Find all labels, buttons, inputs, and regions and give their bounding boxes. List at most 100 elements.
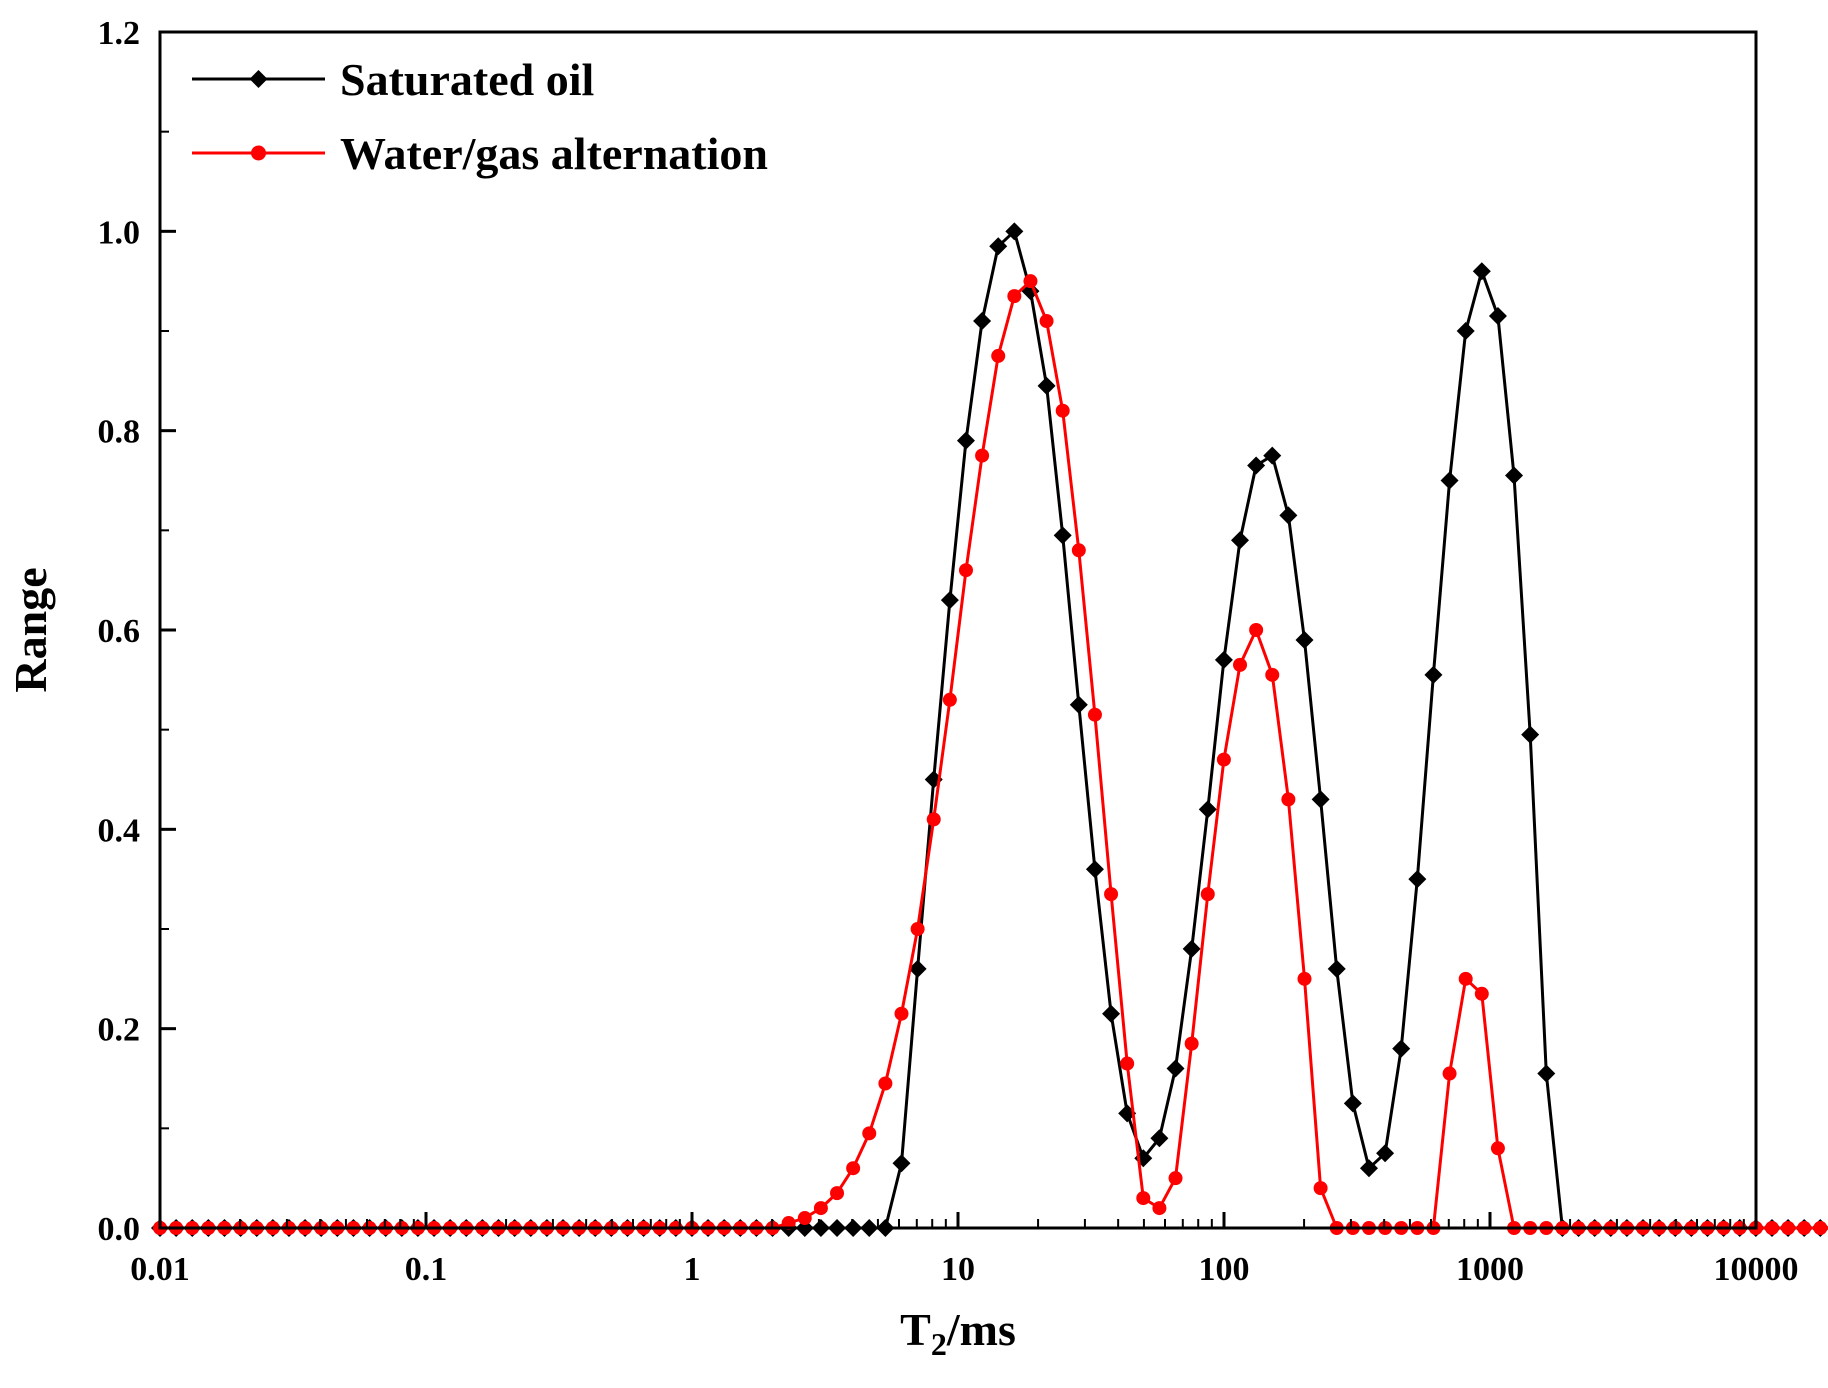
- data-point-water-gas-alternation: [991, 348, 1006, 363]
- data-point-water-gas-alternation: [1071, 543, 1086, 558]
- y-tick-label: 0.0: [98, 1211, 141, 1248]
- data-point-water-gas-alternation: [1281, 792, 1296, 807]
- data-point-water-gas-alternation: [1120, 1056, 1135, 1071]
- x-tick-label: 1: [684, 1251, 701, 1288]
- data-point-water-gas-alternation: [942, 692, 957, 707]
- data-point-water-gas-alternation: [1781, 1221, 1796, 1235]
- data-point-water-gas-alternation: [1297, 971, 1312, 986]
- data-point-water-gas-alternation: [813, 1201, 828, 1216]
- data-point-water-gas-alternation: [1797, 1221, 1812, 1235]
- data-point-water-gas-alternation: [1104, 887, 1119, 902]
- y-tick-label: 0.8: [98, 414, 141, 451]
- data-point-water-gas-alternation: [1168, 1171, 1183, 1186]
- data-point-saturated-oil: [1440, 471, 1459, 490]
- data-point-saturated-oil: [892, 1154, 911, 1173]
- x-axis-title-rest: /ms: [946, 1304, 1016, 1355]
- legend-label-water-gas-alternation: Water/gas alternation: [340, 128, 768, 179]
- data-point-water-gas-alternation: [1023, 274, 1038, 289]
- data-point-water-gas-alternation: [1474, 986, 1489, 1001]
- data-point-saturated-oil: [1311, 790, 1330, 809]
- data-point-saturated-oil: [1456, 322, 1475, 340]
- data-point-saturated-oil: [1069, 695, 1088, 714]
- data-point-saturated-oil: [1327, 959, 1346, 978]
- data-point-water-gas-alternation: [846, 1161, 861, 1176]
- data-point-saturated-oil: [1053, 526, 1072, 545]
- x-tick-label: 0.01: [130, 1251, 190, 1288]
- data-point-water-gas-alternation: [1136, 1191, 1151, 1206]
- data-point-saturated-oil: [1150, 1129, 1169, 1148]
- data-point-saturated-oil: [1166, 1059, 1185, 1078]
- data-point-water-gas-alternation: [862, 1126, 877, 1141]
- data-point-saturated-oil: [1005, 222, 1024, 241]
- data-point-water-gas-alternation: [1442, 1066, 1457, 1081]
- data-point-water-gas-alternation: [1813, 1221, 1828, 1235]
- data-point-water-gas-alternation: [1764, 1221, 1779, 1235]
- legend-marker-saturated-oil: [249, 70, 268, 88]
- data-point-saturated-oil: [1231, 531, 1250, 550]
- x-tick-label: 0.1: [405, 1251, 448, 1288]
- y-tick-label: 0.2: [98, 1012, 141, 1049]
- data-point-saturated-oil: [1102, 1004, 1121, 1023]
- data-point-saturated-oil: [1488, 307, 1507, 326]
- axes-layer: 0.01 0.1 1 10 100 1000 10000 0.0 0.2 0.4 0.6 0.8 1.0…: [98, 15, 1799, 1288]
- data-point-water-gas-alternation: [1055, 403, 1070, 418]
- data-point-saturated-oil: [1424, 665, 1443, 684]
- data-point-saturated-oil: [1085, 860, 1104, 879]
- y-tick-label: 0.4: [98, 812, 141, 849]
- data-point-saturated-oil: [973, 312, 992, 331]
- data-point-saturated-oil: [1263, 446, 1282, 465]
- x-axis-title-main: T: [900, 1304, 931, 1355]
- y-axis-title: Range: [5, 567, 56, 692]
- data-point-saturated-oil: [1279, 506, 1298, 525]
- data-point-water-gas-alternation: [1313, 1181, 1328, 1196]
- data-point-water-gas-alternation: [958, 563, 973, 578]
- data-point-saturated-oil: [908, 959, 927, 978]
- data-point-saturated-oil: [1472, 262, 1491, 281]
- data-point-water-gas-alternation: [1233, 657, 1248, 672]
- data-point-saturated-oil: [1198, 800, 1217, 819]
- data-point-saturated-oil: [1376, 1144, 1395, 1163]
- data-point-saturated-oil: [1295, 630, 1314, 649]
- y-tick-label: 1.0: [98, 214, 141, 251]
- data-point-saturated-oil: [1343, 1094, 1362, 1113]
- data-point-water-gas-alternation: [1200, 887, 1215, 902]
- data-point-water-gas-alternation: [975, 448, 990, 463]
- data-point-water-gas-alternation: [1184, 1036, 1199, 1051]
- data-point-water-gas-alternation: [1039, 314, 1054, 329]
- data-point-water-gas-alternation: [1152, 1201, 1167, 1216]
- x-tick-label: 10: [941, 1251, 975, 1288]
- x-tick-label: 1000: [1456, 1251, 1524, 1288]
- data-point-saturated-oil: [1392, 1039, 1411, 1058]
- y-tick-label: 0.6: [98, 613, 141, 650]
- data-point-water-gas-alternation: [1458, 971, 1473, 986]
- data-point-saturated-oil: [1537, 1064, 1556, 1083]
- x-axis-title: T2/ms: [900, 1304, 1016, 1362]
- data-point-saturated-oil: [1521, 725, 1540, 744]
- data-point-water-gas-alternation: [830, 1186, 845, 1201]
- data-point-saturated-oil: [1214, 650, 1233, 669]
- data-point-saturated-oil: [1182, 939, 1201, 958]
- data-point-water-gas-alternation: [1007, 289, 1022, 304]
- data-point-saturated-oil: [1359, 1159, 1378, 1178]
- data-point-saturated-oil: [1247, 456, 1266, 475]
- data-point-water-gas-alternation: [1087, 707, 1102, 722]
- legend-label-saturated-oil: Saturated oil: [340, 54, 594, 105]
- data-point-saturated-oil: [989, 237, 1008, 256]
- x-tick-label: 10000: [1714, 1251, 1799, 1288]
- data-point-water-gas-alternation: [1490, 1141, 1505, 1156]
- legend-marker-water-gas-alternation: [251, 145, 266, 161]
- data-point-saturated-oil: [1408, 870, 1427, 889]
- data-point-water-gas-alternation: [797, 1211, 812, 1226]
- data-point-saturated-oil: [1037, 376, 1056, 395]
- data-point-saturated-oil: [940, 591, 959, 610]
- data-point-saturated-oil: [956, 431, 975, 450]
- data-point-water-gas-alternation: [894, 1006, 909, 1021]
- data-point-water-gas-alternation: [1249, 623, 1264, 637]
- x-tick-label: 100: [1199, 1251, 1250, 1288]
- data-point-water-gas-alternation: [1265, 667, 1280, 682]
- x-axis-title-subscript: 2: [931, 1326, 947, 1362]
- data-point-water-gas-alternation: [878, 1076, 893, 1091]
- plot-frame: [158, 30, 1758, 1230]
